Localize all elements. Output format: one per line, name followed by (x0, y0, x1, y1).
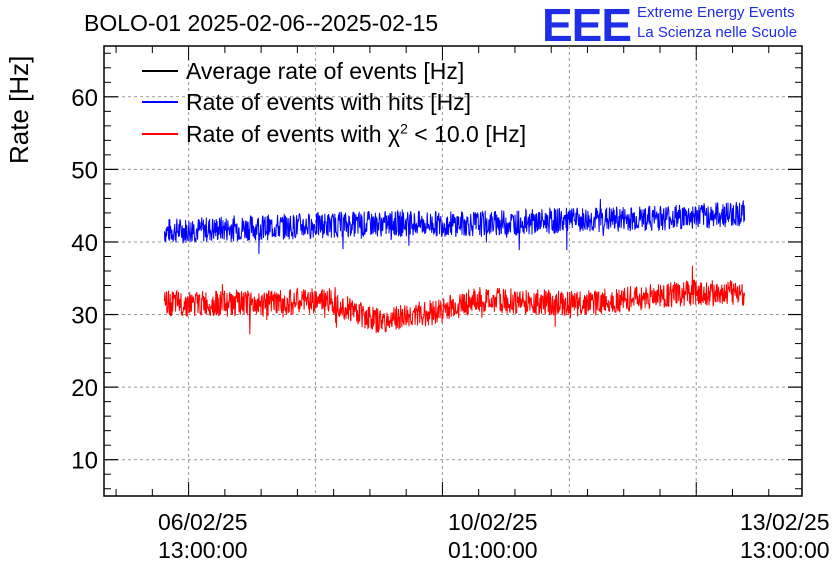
legend-entry-average: Average rate of events [Hz] (142, 58, 464, 85)
eee-logo: EEE (542, 0, 632, 51)
y-tick-label: 30 (71, 303, 98, 330)
legend-swatch-black (142, 69, 178, 72)
legend-swatch-red (142, 132, 178, 135)
legend-chi2-exponent: 2 (400, 120, 408, 136)
logo-line-1: Extreme Energy Events (637, 4, 795, 21)
y-tick-label: 50 (71, 157, 98, 184)
x-tick-1-date: 10/02/25 (448, 509, 538, 535)
x-tick-2-time: 13:00:00 (740, 537, 830, 563)
x-tick-0-time: 13:00:00 (158, 537, 248, 563)
series-hits-line (163, 198, 746, 255)
x-tick-label-0: 06/02/25 13:00:00 (158, 508, 248, 564)
chart-title: BOLO-01 2025-02-06--2025-02-15 (84, 10, 439, 36)
logo-line-2: La Scienza nelle Scuole (637, 24, 798, 41)
legend-label-average: Average rate of events [Hz] (186, 58, 465, 84)
x-tick-0-date: 06/02/25 (158, 509, 248, 535)
y-axis-label: Rate [Hz] (4, 55, 34, 164)
x-tick-2-date: 13/02/25 (740, 509, 830, 535)
legend-chi2-part-b: < 10.0 [Hz] (407, 120, 527, 147)
x-tick-label-1: 10/02/25 01:00:00 (448, 508, 538, 564)
series-chi2-line (163, 265, 746, 335)
legend-label-chi2: Rate of events with χ2 < 10.0 [Hz] (186, 120, 527, 147)
legend-label-hits: Rate of events with hits [Hz] (186, 89, 472, 115)
y-tick-label: 20 (71, 375, 98, 402)
x-tick-1-time: 01:00:00 (448, 537, 538, 563)
y-tick-label: 10 (71, 448, 98, 475)
legend-chi2-symbol: χ (388, 120, 401, 147)
x-tick-label-2: 13/02/25 13:00:00 (740, 508, 830, 564)
legend-entry-hits: Rate of events with hits [Hz] (142, 89, 471, 116)
legend-entry-chi2: Rate of events with χ2 < 10.0 [Hz] (142, 120, 526, 148)
legend-chi2-part-a: Rate of events with (186, 120, 388, 147)
y-tick-label: 40 (71, 230, 98, 257)
y-tick-label: 60 (71, 85, 98, 112)
legend-swatch-blue (142, 100, 178, 103)
